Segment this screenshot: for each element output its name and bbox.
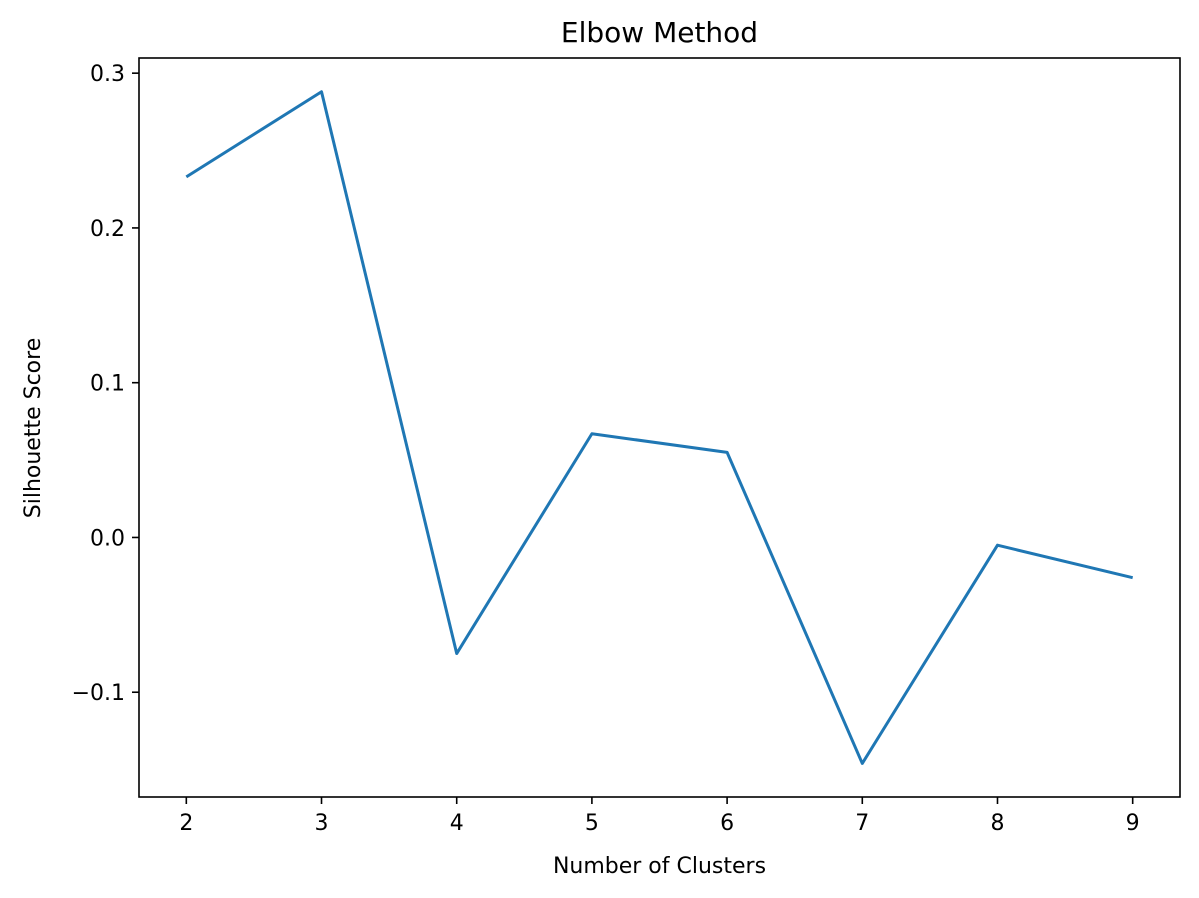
x-tick-label: 2 <box>179 811 193 836</box>
x-axis: 2 3 4 5 6 7 8 9 <box>179 797 1140 836</box>
y-tick-label: 0.1 <box>90 372 125 397</box>
chart-title: Elbow Method <box>561 16 758 49</box>
x-tick-label: 9 <box>1126 811 1140 836</box>
x-axis-label: Number of Clusters <box>553 854 766 879</box>
x-tick-label: 4 <box>450 811 464 836</box>
y-tick-label: 0.2 <box>90 217 125 242</box>
x-tick-label: 6 <box>720 811 734 836</box>
x-tick-label: 3 <box>315 811 329 836</box>
y-axis-label: Silhouette Score <box>21 338 46 518</box>
axes-frame <box>138 57 1181 798</box>
series-line <box>185 90 1134 765</box>
y-axis: −0.1 0.0 0.1 0.2 0.3 <box>72 62 139 706</box>
plot-area: 2 3 4 5 6 7 8 9 −0.1 0.0 0.1 0.2 0.3 <box>72 57 1181 836</box>
y-tick-label: −0.1 <box>72 681 125 706</box>
x-tick-label: 8 <box>990 811 1004 836</box>
y-tick-label: 0.0 <box>90 526 125 551</box>
y-tick-label: 0.3 <box>90 62 125 87</box>
x-tick-label: 5 <box>585 811 599 836</box>
x-tick-label: 7 <box>855 811 869 836</box>
